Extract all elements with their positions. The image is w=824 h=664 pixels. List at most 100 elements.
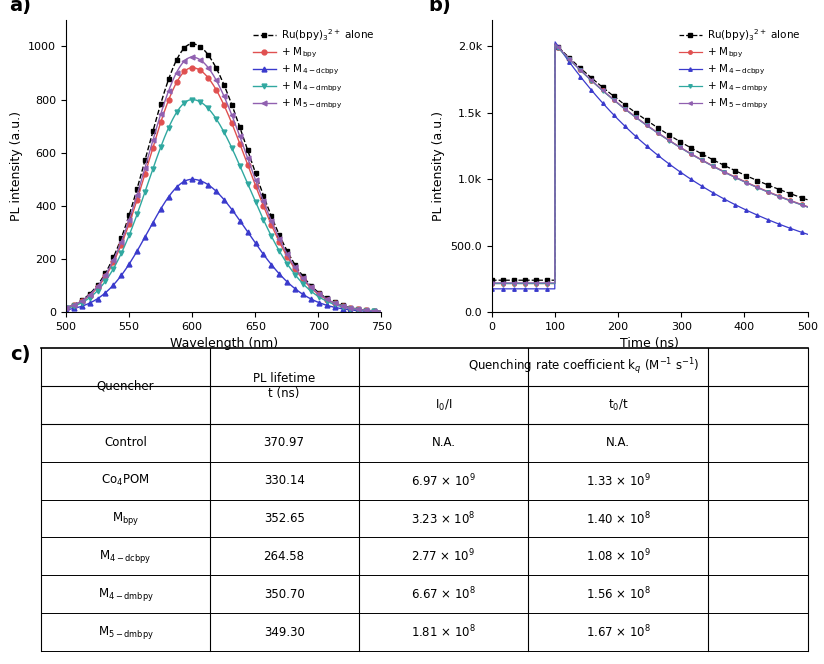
Ru(bpy)$_3$$^{2+}$ alone <box>733 168 743 176</box>
Text: Co$_4$POM: Co$_4$POM <box>101 473 150 488</box>
Ru(bpy)$_3$$^{2+}$ alone <box>550 40 560 48</box>
+ M$_{\rm 5-dmbpy}$ <box>733 175 743 183</box>
+ M$_{\rm bpy}$ <box>803 203 812 210</box>
Line: Ru(bpy)$_3$$^{2+}$ alone: Ru(bpy)$_3$$^{2+}$ alone <box>490 42 809 282</box>
+ M$_{\rm 5-dmbpy}$ <box>204 65 214 73</box>
Text: PL lifetime
t (ns): PL lifetime t (ns) <box>253 372 316 400</box>
+ M$_{\rm 5-dmbpy}$ <box>487 279 497 287</box>
Text: M$_{\rm 4-dmbpy}$: M$_{\rm 4-dmbpy}$ <box>97 586 153 603</box>
+ M$_{\rm 5-dmbpy}$ <box>187 53 197 61</box>
Text: 349.30: 349.30 <box>264 625 305 639</box>
Text: M$_{\rm 5-dmbpy}$: M$_{\rm 5-dmbpy}$ <box>97 623 153 641</box>
+ M$_{\rm 5-dmbpy}$ <box>626 110 636 118</box>
+ M$_{\rm 4-dcbpy}$ <box>615 118 625 125</box>
Legend: Ru(bpy)$_3$$^{2+}$ alone, + M$_{\rm bpy}$, + M$_{\rm 4-dcbpy}$, + M$_{\rm 4-dmbp: Ru(bpy)$_3$$^{2+}$ alone, + M$_{\rm bpy}… <box>250 25 377 113</box>
+ M$_{\rm 4-dmbpy}$ <box>739 178 749 186</box>
+ M$_{\rm 4-dcbpy}$ <box>487 285 497 293</box>
+ M$_{\rm 4-dmbpy}$ <box>142 182 152 190</box>
+ M$_{\rm 4-dmbpy}$ <box>803 203 812 211</box>
Ru(bpy)$_3$$^{2+}$ alone <box>519 276 529 284</box>
Text: t$_0$/t: t$_0$/t <box>608 398 629 412</box>
Text: I$_0$/I: I$_0$/I <box>435 398 452 412</box>
+ M$_{\rm 5-dmbpy}$ <box>61 304 71 312</box>
Ru(bpy)$_3$$^{2+}$ alone <box>187 40 197 48</box>
Line: + M$_{\rm 5-dmbpy}$: + M$_{\rm 5-dmbpy}$ <box>63 54 384 314</box>
+ M$_{\rm 4-dcbpy}$ <box>204 181 214 189</box>
Text: Quencher: Quencher <box>96 380 154 392</box>
Y-axis label: PL intensity (a.u.): PL intensity (a.u.) <box>10 111 22 221</box>
Text: 350.70: 350.70 <box>264 588 305 601</box>
Ru(bpy)$_3$$^{2+}$ alone <box>487 276 497 284</box>
Ru(bpy)$_3$$^{2+}$ alone <box>704 153 714 161</box>
Text: 6.67 × 10$^8$: 6.67 × 10$^8$ <box>411 586 476 602</box>
+ M$_{\rm 5-dmbpy}$ <box>615 101 625 109</box>
Text: 1.56 × 10$^8$: 1.56 × 10$^8$ <box>586 586 651 602</box>
+ M$_{\rm 5-dmbpy}$ <box>272 230 282 238</box>
Line: Ru(bpy)$_3$$^{2+}$ alone: Ru(bpy)$_3$$^{2+}$ alone <box>63 41 384 314</box>
+ M$_{\rm 5-dmbpy}$ <box>739 177 749 185</box>
+ M$_{\rm bpy}$ <box>733 175 743 183</box>
+ M$_{\rm 5-dmbpy}$ <box>550 40 560 48</box>
Ru(bpy)$_3$$^{2+}$ alone <box>615 97 625 105</box>
+ M$_{\rm 4-dcbpy}$ <box>117 271 127 279</box>
+ M$_{\rm 4-dcbpy}$ <box>272 268 282 276</box>
Text: 370.97: 370.97 <box>264 436 305 450</box>
Line: + M$_{\rm 5-dmbpy}$: + M$_{\rm 5-dmbpy}$ <box>490 42 809 285</box>
Line: + M$_{\rm 4-dcbpy}$: + M$_{\rm 4-dcbpy}$ <box>490 41 809 291</box>
Ru(bpy)$_3$$^{2+}$ alone <box>803 196 812 204</box>
Text: 3.23 × 10$^8$: 3.23 × 10$^8$ <box>411 510 475 527</box>
+ M$_{\rm bpy}$ <box>299 277 309 285</box>
+ M$_{\rm 5-dmbpy}$ <box>803 203 812 211</box>
+ M$_{\rm bpy}$ <box>187 64 197 72</box>
+ M$_{\rm 4-dcbpy}$ <box>550 38 560 46</box>
+ M$_{\rm 4-dmbpy}$ <box>487 280 497 288</box>
Text: 1.40 × 10$^8$: 1.40 × 10$^8$ <box>586 510 651 527</box>
+ M$_{\rm bpy}$ <box>519 280 529 288</box>
Text: 2.77 × 10$^9$: 2.77 × 10$^9$ <box>411 548 475 564</box>
+ M$_{\rm 4-dcbpy}$ <box>739 205 749 213</box>
+ M$_{\rm 4-dcbpy}$ <box>142 229 152 237</box>
Text: 1.81 × 10$^8$: 1.81 × 10$^8$ <box>411 623 476 640</box>
+ M$_{\rm 5-dmbpy}$ <box>377 307 386 315</box>
Line: + M$_{\rm 4-dcbpy}$: + M$_{\rm 4-dcbpy}$ <box>63 177 384 314</box>
+ M$_{\rm bpy}$ <box>142 163 152 171</box>
Ru(bpy)$_3$$^{2+}$ alone <box>739 171 749 179</box>
Text: 352.65: 352.65 <box>264 512 305 525</box>
+ M$_{\rm 4-dmbpy}$ <box>519 280 529 288</box>
+ M$_{\rm bpy}$ <box>377 307 386 315</box>
Ru(bpy)$_3$$^{2+}$ alone <box>61 303 71 311</box>
+ M$_{\rm 4-dmbpy}$ <box>377 307 386 315</box>
+ M$_{\rm 4-dmbpy}$ <box>299 281 309 289</box>
+ M$_{\rm 4-dcbpy}$ <box>626 128 636 136</box>
+ M$_{\rm 4-dcbpy}$ <box>61 306 71 314</box>
+ M$_{\rm bpy}$ <box>487 280 497 288</box>
Ru(bpy)$_3$$^{2+}$ alone <box>142 149 152 157</box>
+ M$_{\rm 4-dcbpy}$ <box>803 230 812 238</box>
+ M$_{\rm bpy}$ <box>615 101 625 109</box>
+ M$_{\rm 4-dmbpy}$ <box>733 175 743 183</box>
+ M$_{\rm 5-dmbpy}$ <box>299 276 309 284</box>
+ M$_{\rm 4-dmbpy}$ <box>117 248 127 256</box>
+ M$_{\rm 4-dmbpy}$ <box>615 101 625 109</box>
Text: N.A.: N.A. <box>432 436 456 450</box>
Ru(bpy)$_3$$^{2+}$ alone <box>626 106 636 114</box>
+ M$_{\rm 5-dmbpy}$ <box>519 279 529 287</box>
+ M$_{\rm bpy}$ <box>117 240 127 248</box>
+ M$_{\rm 4-dmbpy}$ <box>61 305 71 313</box>
+ M$_{\rm 4-dcbpy}$ <box>733 203 743 210</box>
Text: 1.67 × 10$^8$: 1.67 × 10$^8$ <box>586 623 651 640</box>
X-axis label: Time (ns): Time (ns) <box>620 337 679 351</box>
+ M$_{\rm bpy}$ <box>204 75 214 83</box>
Ru(bpy)$_3$$^{2+}$ alone <box>247 160 257 168</box>
+ M$_{\rm 4-dcbpy}$ <box>187 175 197 183</box>
Ru(bpy)$_3$$^{2+}$ alone <box>377 307 386 315</box>
Text: M$_{\rm 4-dcbpy}$: M$_{\rm 4-dcbpy}$ <box>99 548 152 565</box>
Y-axis label: PL intensity (a.u.): PL intensity (a.u.) <box>432 111 445 221</box>
Legend: Ru(bpy)$_3$$^{2+}$ alone, + M$_{\rm bpy}$, + M$_{\rm 4-dcbpy}$, + M$_{\rm 4-dmbp: Ru(bpy)$_3$$^{2+}$ alone, + M$_{\rm bpy}… <box>677 25 803 113</box>
+ M$_{\rm 5-dmbpy}$ <box>142 157 152 165</box>
Line: + M$_{\rm 4-dmbpy}$: + M$_{\rm 4-dmbpy}$ <box>490 42 809 286</box>
Text: 264.58: 264.58 <box>264 550 305 563</box>
+ M$_{\rm bpy}$ <box>247 173 257 181</box>
+ M$_{\rm bpy}$ <box>626 110 636 118</box>
+ M$_{\rm 4-dcbpy}$ <box>299 291 309 299</box>
